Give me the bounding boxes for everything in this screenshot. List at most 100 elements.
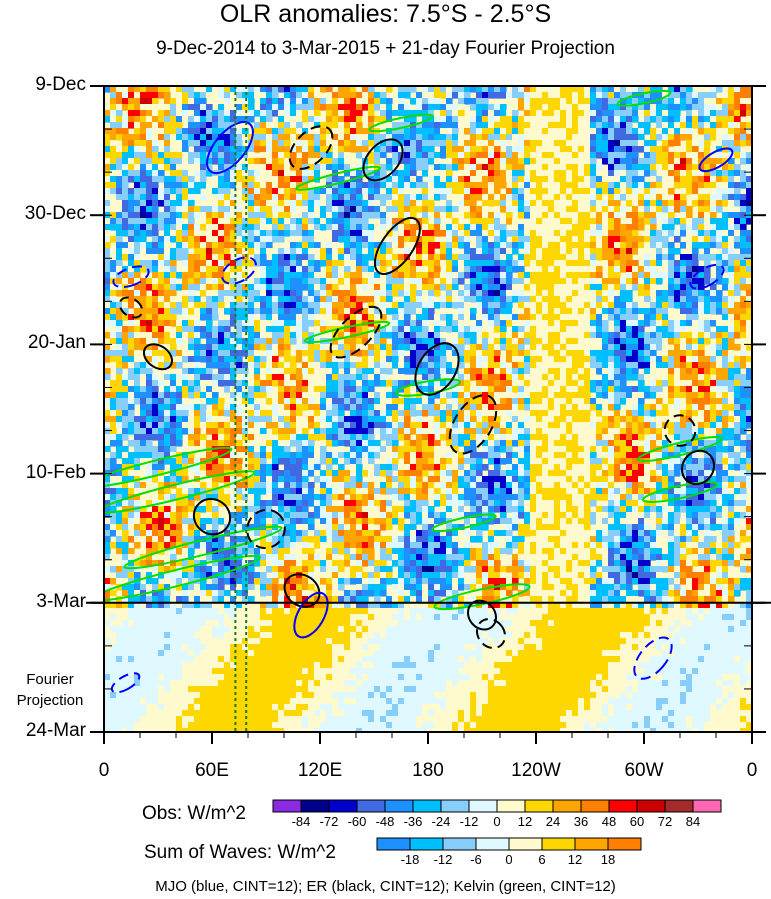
field-cell	[638, 380, 645, 387]
field-cell	[158, 86, 165, 93]
field-cell	[686, 98, 693, 105]
field-cell	[200, 344, 207, 351]
field-cell	[350, 164, 357, 171]
field-cell	[506, 134, 513, 141]
field-cell	[686, 362, 693, 369]
field-cell	[446, 236, 453, 243]
field-cell	[356, 182, 363, 189]
field-cell	[248, 206, 255, 213]
field-cell	[128, 212, 135, 219]
field-cell	[722, 182, 729, 189]
field-cell	[368, 338, 375, 345]
field-cell	[644, 98, 651, 105]
field-cell	[722, 332, 729, 339]
field-cell	[350, 98, 357, 105]
field-cell	[500, 236, 507, 243]
field-cell	[206, 320, 213, 327]
field-cell	[626, 368, 633, 375]
field-cell	[584, 152, 591, 159]
field-cell	[242, 158, 249, 165]
field-cell	[656, 326, 663, 333]
field-cell	[668, 116, 675, 123]
field-cell	[626, 122, 633, 129]
field-cell	[488, 320, 495, 327]
field-cell	[626, 278, 633, 285]
field-cell	[188, 224, 195, 231]
field-cell	[554, 272, 561, 279]
field-cell	[578, 182, 585, 189]
field-cell	[116, 368, 123, 375]
field-cell	[632, 164, 639, 171]
field-cell	[632, 200, 639, 207]
field-cell	[392, 134, 399, 141]
field-cell	[164, 254, 171, 261]
field-cell	[284, 212, 291, 219]
field-cell	[734, 170, 741, 177]
field-cell	[524, 230, 531, 237]
field-cell	[734, 218, 741, 225]
field-cell	[176, 236, 183, 243]
field-cell	[692, 134, 699, 141]
field-cell	[596, 332, 603, 339]
field-cell	[134, 170, 141, 177]
field-cell	[686, 218, 693, 225]
field-cell	[584, 194, 591, 201]
field-cell	[650, 272, 657, 279]
field-cell	[434, 356, 441, 363]
field-cell	[728, 182, 735, 189]
field-cell	[206, 206, 213, 213]
field-cell	[416, 338, 423, 345]
field-cell	[284, 176, 291, 183]
field-cell	[404, 320, 411, 327]
field-cell	[176, 218, 183, 225]
field-cell	[176, 212, 183, 219]
field-cell	[500, 320, 507, 327]
field-cell	[326, 266, 333, 273]
field-cell	[602, 140, 609, 147]
field-cell	[278, 332, 285, 339]
field-cell	[488, 122, 495, 129]
field-cell	[272, 260, 279, 267]
field-cell	[602, 86, 609, 93]
field-cell	[152, 302, 159, 309]
field-cell	[140, 140, 147, 147]
field-cell	[578, 266, 585, 273]
field-cell	[152, 164, 159, 171]
field-cell	[692, 368, 699, 375]
field-cell	[398, 332, 405, 339]
field-cell	[272, 368, 279, 375]
field-cell	[728, 284, 735, 291]
field-cell	[254, 110, 261, 117]
field-cell	[440, 380, 447, 387]
field-cell	[698, 242, 705, 249]
field-cell	[236, 332, 243, 339]
field-cell	[146, 350, 153, 357]
field-cell	[746, 188, 752, 195]
field-cell	[704, 320, 711, 327]
field-cell	[386, 182, 393, 189]
field-cell	[368, 314, 375, 321]
field-cell	[134, 236, 141, 243]
field-cell	[536, 104, 543, 111]
field-cell	[674, 272, 681, 279]
field-cell	[398, 200, 405, 207]
field-cell	[746, 134, 752, 141]
field-cell	[620, 212, 627, 219]
field-cell	[158, 116, 165, 123]
field-cell	[398, 374, 405, 381]
field-cell	[104, 134, 111, 141]
field-cell	[566, 200, 573, 207]
field-cell	[128, 332, 135, 339]
field-cell	[530, 104, 537, 111]
field-cell	[368, 278, 375, 285]
field-cell	[104, 200, 111, 207]
field-cell	[632, 134, 639, 141]
field-cell	[170, 206, 177, 213]
field-cell	[668, 152, 675, 159]
field-cell	[746, 176, 752, 183]
field-cell	[398, 140, 405, 147]
field-cell	[692, 314, 699, 321]
field-cell	[584, 146, 591, 153]
field-cell	[128, 218, 135, 225]
field-cell	[230, 380, 237, 387]
